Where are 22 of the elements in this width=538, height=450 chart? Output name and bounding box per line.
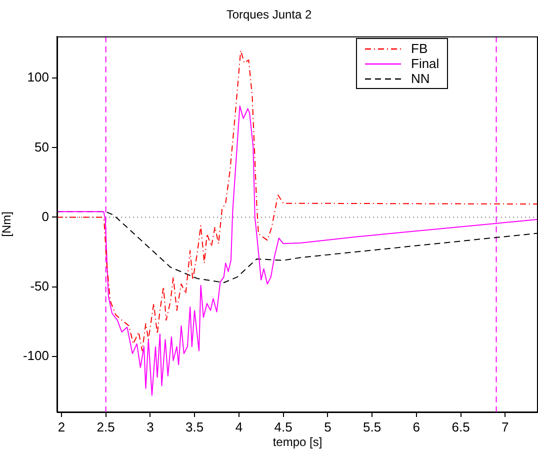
- y-tick-label: -50: [30, 278, 49, 294]
- legend-label: FB: [411, 41, 428, 56]
- y-tick-label: 100: [27, 70, 49, 85]
- x-axis-title: tempo [s]: [272, 435, 322, 450]
- x-tick-label: 2.5: [96, 419, 115, 434]
- x-tick-label: 5: [324, 419, 332, 434]
- x-tick-label: 7: [502, 419, 509, 434]
- x-tick-label: 4: [235, 419, 243, 434]
- x-tick-label: 5.5: [363, 419, 382, 434]
- x-tick-label: 6: [412, 419, 420, 434]
- y-tick-label: -100: [22, 348, 49, 363]
- x-tick-label: 3: [146, 419, 154, 434]
- y-tick-label: 0: [42, 208, 49, 224]
- x-tick-label: 6.5: [452, 419, 470, 434]
- legend-label: Final: [411, 56, 440, 72]
- x-tick-label: 2: [58, 419, 66, 434]
- y-axis-title: [Nm]: [0, 212, 14, 237]
- legend-label: NN: [411, 71, 430, 86]
- x-tick-label: 3.5: [186, 419, 204, 434]
- chart-title: Torques Junta 2: [226, 8, 312, 22]
- x-tick-label: 4.5: [274, 419, 292, 434]
- y-tick-label: 50: [34, 139, 49, 154]
